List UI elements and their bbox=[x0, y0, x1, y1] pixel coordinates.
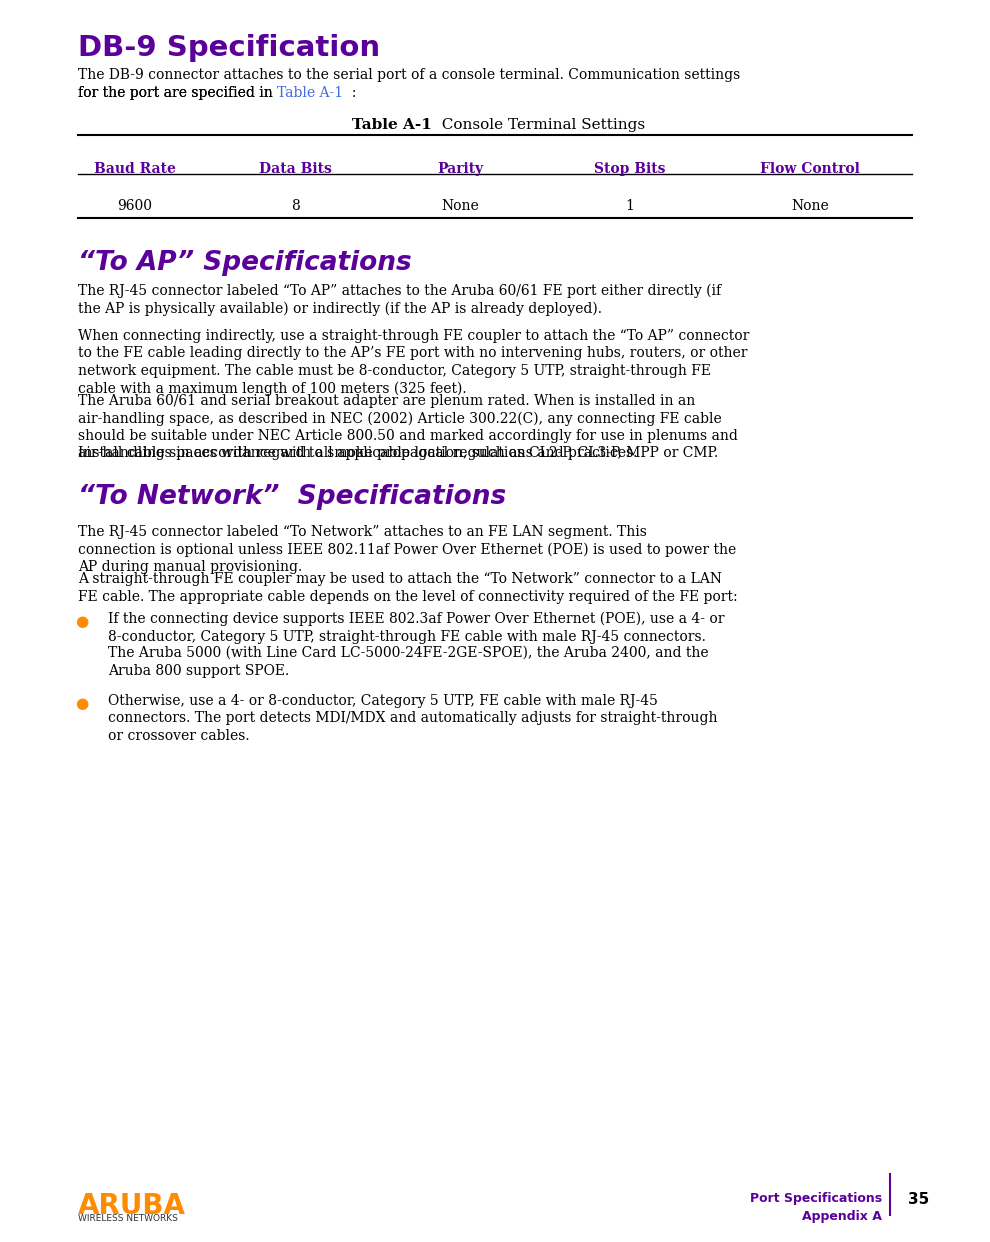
Text: 9600: 9600 bbox=[118, 199, 152, 212]
Text: None: None bbox=[442, 199, 479, 212]
Text: 1: 1 bbox=[626, 199, 635, 212]
Text: WIRELESS NETWORKS: WIRELESS NETWORKS bbox=[78, 1213, 178, 1223]
Text: 35: 35 bbox=[908, 1192, 930, 1207]
Text: FE cable. The appropriate cable depends on the level of connectivity required of: FE cable. The appropriate cable depends … bbox=[78, 590, 738, 604]
Text: or crossover cables.: or crossover cables. bbox=[108, 729, 249, 743]
Text: None: None bbox=[791, 199, 829, 212]
Text: The Aruba 60/61 and serial breakout adapter are plenum rated. When is installed : The Aruba 60/61 and serial breakout adap… bbox=[78, 394, 695, 409]
Text: The RJ-45 connector labeled “To Network” attaches to an FE LAN segment. This: The RJ-45 connector labeled “To Network”… bbox=[78, 525, 646, 539]
Text: “To AP” Specifications: “To AP” Specifications bbox=[78, 250, 412, 276]
Text: DB-9 Specification: DB-9 Specification bbox=[78, 34, 380, 62]
Text: air-handling space, as described in NEC (2002) Article 300.22(C), any connecting: air-handling space, as described in NEC … bbox=[78, 411, 722, 426]
Text: Console Terminal Settings: Console Terminal Settings bbox=[432, 118, 645, 132]
Text: Aruba 800 support SPOE.: Aruba 800 support SPOE. bbox=[108, 663, 289, 677]
Text: Table A-1: Table A-1 bbox=[277, 86, 344, 101]
Text: ●: ● bbox=[75, 614, 89, 628]
Text: ●: ● bbox=[75, 696, 89, 710]
Text: A straight-through FE coupler may be used to attach the “To Network” connector t: A straight-through FE coupler may be use… bbox=[78, 573, 722, 586]
Text: to the FE cable leading directly to the AP’s FE port with no intervening hubs, r: to the FE cable leading directly to the … bbox=[78, 347, 747, 360]
Text: Appendix A: Appendix A bbox=[802, 1210, 882, 1223]
Text: connectors. The port detects MDI/MDX and automatically adjusts for straight-thro: connectors. The port detects MDI/MDX and… bbox=[108, 712, 718, 725]
Text: Data Bits: Data Bits bbox=[258, 161, 332, 176]
Text: ARUBA: ARUBA bbox=[78, 1192, 186, 1220]
Text: for the port are specified in: for the port are specified in bbox=[78, 86, 277, 101]
Text: connection is optional unless IEEE 802.11af Power Over Ethernet (POE) is used to: connection is optional unless IEEE 802.1… bbox=[78, 543, 737, 556]
Text: Port Specifications: Port Specifications bbox=[749, 1192, 882, 1205]
Text: :: : bbox=[344, 86, 356, 101]
Text: network equipment. The cable must be 8-conductor, Category 5 UTP, straight-throu: network equipment. The cable must be 8-c… bbox=[78, 364, 711, 378]
Text: the AP is physically available) or indirectly (if the AP is already deployed).: the AP is physically available) or indir… bbox=[78, 302, 602, 315]
Text: air-handling spaces with regard to smoke propagation, such as CL2-P, CL3-P, MPP : air-handling spaces with regard to smoke… bbox=[78, 447, 719, 461]
Text: 8: 8 bbox=[291, 199, 299, 212]
Text: cable with a maximum length of 100 meters (325 feet).: cable with a maximum length of 100 meter… bbox=[78, 381, 466, 396]
Text: Parity: Parity bbox=[437, 161, 483, 176]
Text: The DB-9 connector attaches to the serial port of a console terminal. Communicat: The DB-9 connector attaches to the seria… bbox=[78, 68, 741, 82]
Text: 8-conductor, Category 5 UTP, straight-through FE cable with male RJ-45 connector: 8-conductor, Category 5 UTP, straight-th… bbox=[108, 630, 706, 643]
Text: Install cables in accordance with all applicable local regulations and practices: Install cables in accordance with all ap… bbox=[78, 446, 638, 460]
Text: Flow Control: Flow Control bbox=[760, 161, 860, 176]
Text: Table A-1: Table A-1 bbox=[352, 118, 432, 132]
Text: When connecting indirectly, use a straight-through FE coupler to attach the “To : When connecting indirectly, use a straig… bbox=[78, 329, 749, 343]
Text: should be suitable under NEC Article 800.50 and marked accordingly for use in pl: should be suitable under NEC Article 800… bbox=[78, 428, 738, 443]
Text: The Aruba 5000 (with Line Card LC-5000-24FE-2GE-SPOE), the Aruba 2400, and the: The Aruba 5000 (with Line Card LC-5000-2… bbox=[108, 646, 709, 660]
Text: The RJ-45 connector labeled “To AP” attaches to the Aruba 60/61 FE port either d: The RJ-45 connector labeled “To AP” atta… bbox=[78, 284, 721, 298]
Text: “To Network”  Specifications: “To Network” Specifications bbox=[78, 484, 506, 510]
Text: Baud Rate: Baud Rate bbox=[94, 161, 176, 176]
Text: AP during manual provisioning.: AP during manual provisioning. bbox=[78, 560, 302, 574]
Text: If the connecting device supports IEEE 802.3af Power Over Ethernet (POE), use a : If the connecting device supports IEEE 8… bbox=[108, 612, 725, 626]
Text: Otherwise, use a 4- or 8-conductor, Category 5 UTP, FE cable with male RJ-45: Otherwise, use a 4- or 8-conductor, Cate… bbox=[108, 694, 658, 708]
Text: Stop Bits: Stop Bits bbox=[594, 161, 665, 176]
Text: for the port are specified in: for the port are specified in bbox=[78, 86, 277, 101]
